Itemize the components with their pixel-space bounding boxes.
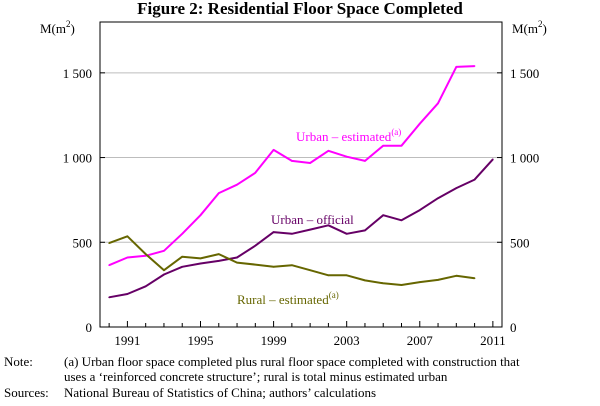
data-point (400, 219, 403, 222)
series-label-urban-official: Urban – official (271, 212, 354, 227)
data-point (199, 257, 202, 260)
data-point (437, 102, 439, 105)
y-tick-label-right: 0 (510, 320, 517, 335)
x-tick-label: 1991 (114, 333, 140, 348)
series-line-1 (108, 158, 494, 299)
data-point (217, 260, 220, 262)
data-point (272, 231, 275, 233)
data-point (437, 279, 439, 281)
data-point (126, 293, 129, 295)
data-point (418, 209, 421, 211)
data-point (382, 282, 385, 285)
y-tick-label-right: 1 000 (510, 151, 539, 166)
tick-marks (100, 72, 502, 328)
y-tick-label-left: 500 (73, 235, 93, 250)
data-point (473, 178, 476, 181)
y-axis-label-right: M(m2) (512, 19, 547, 36)
data-point (291, 264, 293, 266)
y-tick-label-right: 500 (510, 235, 530, 250)
data-point (217, 253, 220, 255)
chart-area: 0 0 500 500 1 000 1 000 1 500 1 500 1991 1995 1999… (40, 19, 547, 348)
x-tick-label: 2007 (407, 333, 434, 348)
plot-frame (99, 21, 503, 328)
data-point (345, 233, 348, 235)
y-tick-label-left: 1 500 (63, 66, 92, 81)
x-tick-label: 2011 (480, 333, 506, 348)
data-point (455, 187, 458, 189)
data-point (309, 228, 311, 231)
data-point (309, 162, 311, 164)
data-point (181, 255, 184, 258)
data-point (345, 155, 348, 158)
data-point (364, 279, 366, 282)
series-line-0 (108, 65, 475, 267)
data-point (199, 262, 202, 265)
data-point (291, 160, 293, 162)
data-point (108, 296, 110, 299)
series-label-urban-estimated: Urban – estimated(a) (296, 127, 401, 144)
data-point (291, 233, 293, 235)
data-point (199, 214, 202, 216)
note-label: Note: (4, 354, 33, 369)
tick-labels: 0 0 500 500 1 000 1 000 1 500 1 500 1991 1995 1999… (63, 66, 540, 348)
data-point (418, 122, 421, 125)
data-point (400, 284, 403, 286)
data-point (254, 263, 257, 266)
y-tick-label-left: 0 (86, 320, 93, 335)
note-text-line-1: (a) Urban floor space completed plus rur… (64, 354, 520, 369)
data-point (254, 244, 257, 247)
series-line-2 (108, 235, 475, 286)
data-point (236, 183, 238, 186)
footnote-block: Note: (a) Urban floor space completed pl… (0, 354, 600, 406)
data-point (126, 256, 129, 259)
data-point (181, 266, 184, 268)
data-point (163, 249, 165, 252)
data-point (327, 274, 330, 277)
data-point (144, 285, 147, 288)
data-point (382, 214, 385, 216)
data-point (400, 144, 403, 147)
data-point (108, 264, 110, 266)
x-tick-label: 1999 (261, 333, 287, 348)
data-point (492, 158, 494, 161)
sources-label: Sources: (4, 385, 49, 400)
y-tick-label-left: 1 000 (63, 151, 92, 166)
data-point (236, 261, 238, 264)
data-point (108, 242, 110, 244)
data-point (364, 160, 366, 162)
data-point (163, 273, 165, 276)
sources-text: National Bureau of Statistics of China; … (64, 385, 377, 400)
gridlines (100, 72, 502, 243)
data-point (163, 269, 165, 272)
data-point (272, 266, 275, 268)
data-point (217, 192, 220, 194)
data-point (455, 275, 458, 277)
series-label-rural-estimated: Rural – estimated(a) (237, 290, 339, 307)
data-point (144, 253, 147, 255)
data-point (126, 235, 129, 238)
data-point (254, 172, 257, 174)
data-point (327, 149, 330, 152)
data-point (181, 233, 184, 235)
data-point (272, 149, 275, 151)
chart-title: Figure 2: Residential Floor Space Comple… (137, 0, 463, 18)
data-point (455, 66, 458, 68)
data-point (418, 281, 421, 283)
data-point (345, 274, 348, 277)
y-axis-label-left: M(m2) (40, 19, 75, 36)
y-tick-label-right: 1 500 (510, 66, 539, 81)
data-point (437, 197, 439, 200)
series-layer (108, 65, 494, 299)
note-text-line-2: uses a ‘reinforced concrete structure’; … (64, 369, 448, 384)
data-point (327, 224, 330, 227)
data-point (236, 256, 238, 259)
x-tick-label: 2003 (334, 333, 360, 348)
data-point (382, 144, 385, 147)
x-tick-label: 1995 (188, 333, 214, 348)
data-point (473, 65, 476, 67)
data-point (364, 229, 366, 232)
data-point (309, 269, 311, 272)
data-point (473, 277, 476, 280)
